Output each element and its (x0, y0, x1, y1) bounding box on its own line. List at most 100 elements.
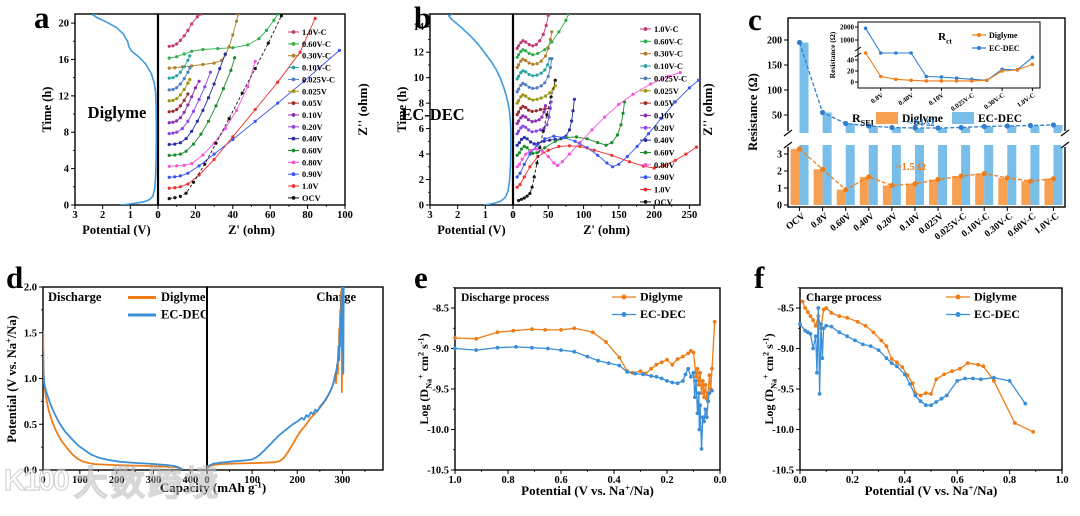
svg-text:EC-DEC: EC-DEC (401, 105, 464, 124)
svg-text:16: 16 (59, 55, 70, 66)
series-OCV (167, 14, 283, 201)
svg-text:100: 100 (767, 86, 782, 97)
svg-text:Potential (V vs. Na+/Na): Potential (V vs. Na+/Na) (4, 315, 20, 443)
series-0.30V-C (515, 30, 554, 70)
series-0.20V (515, 100, 553, 136)
svg-text:80: 80 (302, 210, 313, 221)
panel-e-series-Diglyme (453, 319, 717, 401)
svg-text:200: 200 (646, 210, 662, 221)
svg-text:20: 20 (59, 19, 70, 30)
svg-text:EC-DEC: EC-DEC (640, 307, 686, 321)
series-0.10V (515, 104, 548, 126)
svg-text:Log (DNa+ cm2 s-1): Log (DNa+ cm2 s-1) (762, 333, 779, 424)
series-1.0V-C (515, 14, 550, 51)
svg-text:200: 200 (289, 475, 305, 486)
svg-text:2: 2 (419, 175, 424, 186)
panel-a-series (167, 14, 341, 201)
svg-text:0: 0 (510, 210, 515, 221)
svg-text:0.4: 0.4 (898, 475, 912, 486)
svg-text:Resistance (Ω): Resistance (Ω) (828, 31, 837, 78)
svg-text:0.60V: 0.60V (654, 149, 675, 158)
svg-text:Time (h): Time (h) (40, 87, 54, 133)
series-0.90V (515, 78, 700, 179)
svg-text:200: 200 (109, 475, 125, 486)
svg-text:Z' (ohm): Z' (ohm) (228, 223, 275, 237)
panel-b-electrolyte-label: EC-DEC (401, 105, 464, 124)
svg-text:40: 40 (228, 210, 239, 221)
series-1.0V (515, 144, 699, 189)
svg-text:Charge: Charge (316, 290, 356, 304)
svg-text:OCV: OCV (302, 194, 321, 203)
svg-text:3: 3 (427, 210, 432, 221)
svg-text:250: 250 (682, 210, 698, 221)
svg-text:0.025V-C: 0.025V-C (654, 74, 687, 83)
svg-text:1.0: 1.0 (448, 475, 461, 486)
svg-text:0.10V: 0.10V (928, 92, 946, 107)
svg-text:2: 2 (777, 167, 782, 178)
svg-text:-9.0: -9.0 (777, 344, 794, 355)
svg-text:1: 1 (777, 184, 782, 195)
svg-text:2000: 2000 (840, 24, 855, 32)
svg-text:300: 300 (335, 475, 351, 486)
svg-text:100: 100 (337, 210, 353, 221)
svg-text:0.6: 0.6 (554, 475, 567, 486)
svg-text:0.025V-C: 0.025V-C (302, 75, 335, 84)
svg-text:8: 8 (419, 99, 424, 110)
svg-text:0.80V: 0.80V (302, 158, 323, 167)
panel-d-discharge-label: Discharge (48, 290, 102, 304)
svg-text:1: 1 (128, 210, 133, 221)
panel-e: -8.5 -9.0 -9.5 -10.0 -10.51.0 0.8 0.6 0.4 0.2 0.0… (417, 287, 727, 498)
svg-text:150: 150 (767, 61, 782, 72)
panel-b-series (515, 14, 700, 203)
series-0.05V (515, 104, 552, 117)
svg-text:Z'' (ohm): Z'' (ohm) (355, 83, 370, 135)
svg-text:10: 10 (414, 73, 425, 84)
svg-text:-10.5: -10.5 (427, 466, 449, 477)
panel-d-charge-label: Charge (316, 290, 356, 304)
svg-text:0.05V: 0.05V (302, 99, 323, 108)
panel-letter-e: e (414, 260, 428, 295)
svg-text:0.30V-C: 0.30V-C (654, 50, 683, 59)
svg-text:-10.0: -10.0 (772, 425, 794, 436)
svg-text:0.0: 0.0 (793, 475, 806, 486)
svg-text:Resistance (Ω): Resistance (Ω) (746, 73, 760, 151)
svg-text:4: 4 (64, 164, 70, 175)
svg-text:100: 100 (576, 210, 592, 221)
svg-text:Diglyme: Diglyme (902, 113, 943, 125)
svg-text:0: 0 (155, 210, 160, 221)
svg-text:6: 6 (419, 124, 424, 135)
svg-text:200: 200 (767, 36, 782, 47)
series-0.025V-C (515, 57, 554, 94)
panel-letter-d: d (6, 260, 24, 295)
svg-text:Potential (V): Potential (V) (437, 223, 505, 237)
svg-text:0: 0 (204, 475, 209, 486)
svg-text:1.0V-C: 1.0V-C (302, 28, 327, 37)
panel-f-title: Charge process (806, 292, 882, 304)
svg-text:0.8V: 0.8V (870, 92, 885, 105)
svg-text:Time (h): Time (h) (395, 87, 409, 133)
svg-text:2: 2 (100, 210, 105, 221)
svg-text:100: 100 (72, 475, 88, 486)
svg-text:0: 0 (64, 201, 69, 212)
panel-a-legend: 1.0V-C 0.60V-C 0.30V-C 0.10V-C 0.025V-C 0.025… (288, 28, 335, 203)
panel-letter-a: a (34, 0, 50, 35)
svg-text:Z'' (ohm): Z'' (ohm) (700, 83, 715, 135)
panel-d-series-EC-DEC (43, 287, 345, 470)
svg-text:0.20V: 0.20V (875, 211, 900, 233)
svg-text:0.20V: 0.20V (302, 123, 323, 132)
svg-text:0.2: 0.2 (846, 475, 859, 486)
series-0.025V-C (167, 66, 192, 92)
panel-letter-f: f (754, 260, 765, 295)
svg-text:3: 3 (72, 210, 77, 221)
svg-text:-9.5: -9.5 (777, 385, 794, 396)
svg-text:-8.5: -8.5 (777, 304, 794, 315)
svg-text:-9.0: -9.0 (432, 344, 449, 355)
svg-text:-8.5: -8.5 (432, 304, 449, 315)
svg-text:1.0V: 1.0V (302, 182, 319, 191)
series-OCV (517, 78, 557, 203)
svg-text:2: 2 (455, 210, 460, 221)
annotation: ~1.5 Ω (896, 162, 926, 173)
svg-text:Diglyme: Diglyme (88, 103, 147, 122)
